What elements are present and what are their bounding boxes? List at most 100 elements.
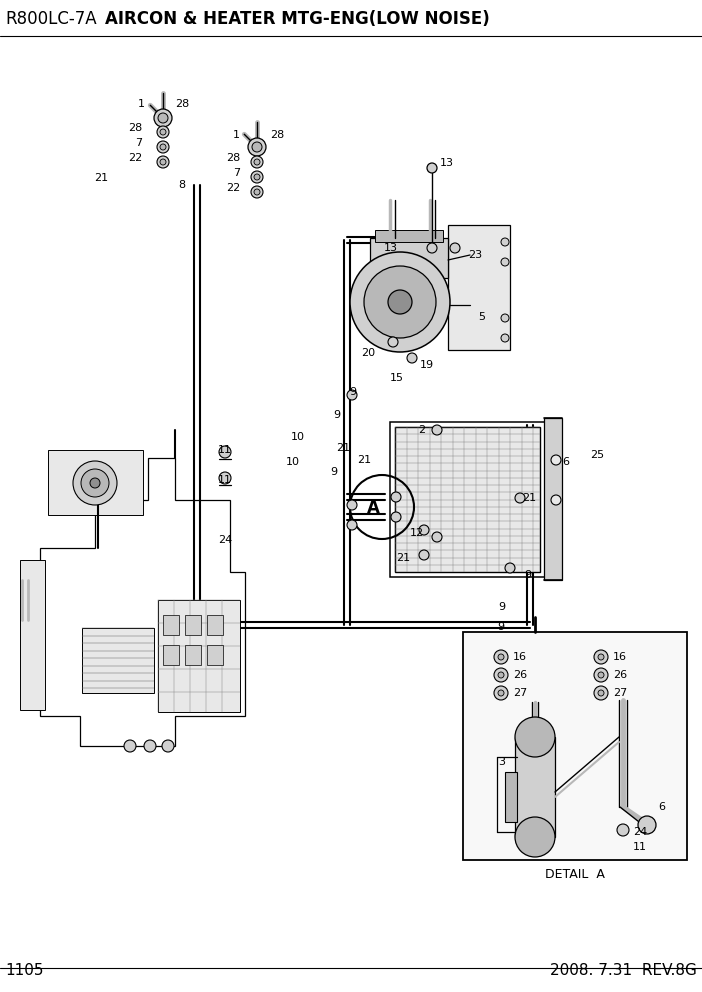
Circle shape [450, 243, 460, 253]
Bar [185, 615, 201, 635]
Text: 12: 12 [410, 528, 424, 538]
Circle shape [251, 186, 263, 198]
Circle shape [144, 740, 156, 752]
Text: 28: 28 [128, 123, 142, 133]
Text: 24: 24 [633, 827, 647, 837]
Text: 20: 20 [361, 348, 375, 358]
Circle shape [419, 525, 429, 535]
Circle shape [501, 238, 509, 246]
Text: 1105: 1105 [5, 963, 44, 978]
Text: 9: 9 [524, 570, 531, 580]
Text: 8: 8 [178, 180, 185, 190]
Circle shape [598, 672, 604, 678]
Text: 13: 13 [384, 243, 398, 253]
Circle shape [432, 425, 442, 435]
Text: 1: 1 [233, 130, 240, 140]
Text: 3: 3 [498, 757, 505, 767]
Bar [370, 238, 448, 278]
Bar [82, 628, 154, 693]
Circle shape [251, 156, 263, 168]
Circle shape [81, 469, 109, 497]
Bar [163, 645, 179, 665]
Circle shape [347, 390, 357, 400]
Text: 6: 6 [658, 802, 665, 812]
Circle shape [427, 243, 437, 253]
Bar [505, 772, 517, 822]
Circle shape [617, 824, 629, 836]
Circle shape [407, 353, 417, 363]
Text: 11: 11 [633, 842, 647, 852]
Text: 5: 5 [478, 312, 485, 322]
Circle shape [594, 668, 608, 682]
Text: 1: 1 [138, 99, 145, 109]
Circle shape [157, 141, 169, 153]
Text: 9: 9 [330, 467, 337, 477]
Text: 25: 25 [590, 450, 604, 460]
Text: 28: 28 [270, 130, 284, 140]
Circle shape [219, 446, 231, 458]
Bar [515, 737, 555, 837]
Text: 11: 11 [218, 445, 232, 455]
Text: 6: 6 [562, 457, 569, 467]
Text: 15: 15 [390, 373, 404, 383]
Circle shape [598, 690, 604, 696]
Circle shape [594, 686, 608, 700]
Text: 11: 11 [218, 475, 232, 485]
Circle shape [388, 337, 398, 347]
Text: 26: 26 [613, 670, 627, 680]
Text: 27: 27 [613, 688, 628, 698]
Circle shape [515, 817, 555, 857]
Circle shape [501, 314, 509, 322]
Bar [207, 645, 223, 665]
Circle shape [419, 550, 429, 560]
Text: A: A [367, 499, 380, 517]
Circle shape [391, 512, 401, 522]
Text: 22: 22 [128, 153, 142, 163]
Text: 9: 9 [497, 622, 504, 632]
Circle shape [388, 290, 412, 314]
Text: 21: 21 [94, 173, 108, 183]
Bar [395, 427, 540, 572]
Text: 19: 19 [420, 360, 434, 370]
Text: 16: 16 [613, 652, 627, 662]
Circle shape [73, 461, 117, 505]
Text: DETAIL  A: DETAIL A [545, 868, 605, 881]
Circle shape [347, 500, 357, 510]
Bar [48, 450, 143, 515]
Circle shape [124, 740, 136, 752]
Text: 2: 2 [418, 425, 425, 435]
Circle shape [160, 159, 166, 165]
Circle shape [505, 563, 515, 573]
Circle shape [515, 493, 525, 503]
Circle shape [254, 159, 260, 165]
Circle shape [551, 455, 561, 465]
Bar [375, 230, 443, 242]
Circle shape [248, 138, 266, 156]
Text: 26: 26 [513, 670, 527, 680]
Bar [185, 645, 201, 665]
Circle shape [157, 156, 169, 168]
Circle shape [90, 478, 100, 488]
Bar [448, 225, 510, 350]
Text: 24: 24 [218, 535, 232, 545]
Circle shape [594, 650, 608, 664]
Circle shape [638, 816, 656, 834]
Text: 9: 9 [349, 387, 356, 397]
Circle shape [432, 532, 442, 542]
Circle shape [162, 740, 174, 752]
Circle shape [251, 171, 263, 183]
Bar [207, 615, 223, 635]
Text: 7: 7 [135, 138, 142, 148]
Text: 21: 21 [396, 553, 410, 563]
Circle shape [494, 686, 508, 700]
Text: 9: 9 [498, 602, 505, 612]
Text: 21: 21 [336, 443, 350, 453]
Circle shape [494, 650, 508, 664]
Circle shape [252, 142, 262, 152]
Text: 16: 16 [513, 652, 527, 662]
Text: 23: 23 [468, 250, 482, 260]
Text: 28: 28 [226, 153, 240, 163]
Circle shape [157, 126, 169, 138]
Bar [163, 615, 179, 635]
Text: 7: 7 [233, 168, 240, 178]
